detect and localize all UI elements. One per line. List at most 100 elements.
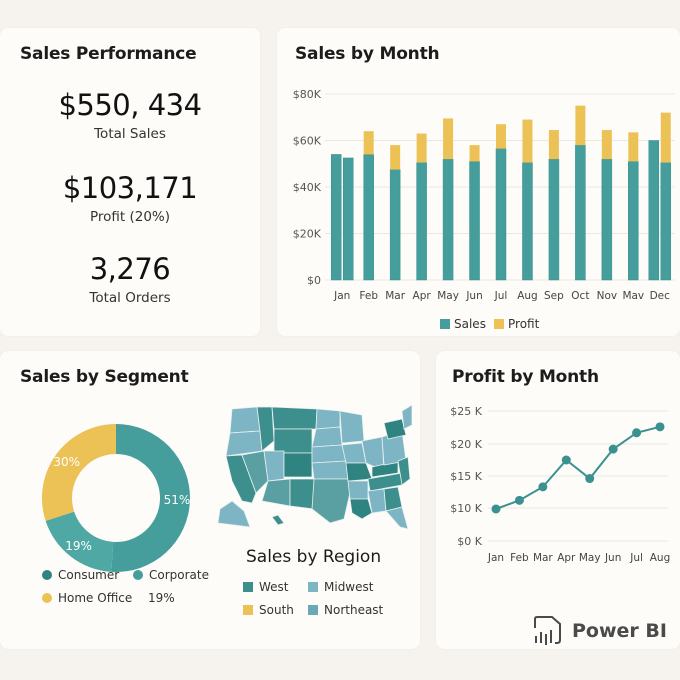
kpi-value: $550, 434	[58, 88, 202, 122]
x-tick-label: Feb	[510, 552, 529, 564]
card-title: Sales by Segment	[20, 367, 189, 387]
kpi-label: Total Orders	[89, 290, 171, 306]
donut-slice-corporate	[45, 511, 114, 572]
legend-label: Midwest	[324, 580, 374, 594]
map-state	[401, 404, 412, 430]
x-tick-label: Jun	[604, 552, 621, 564]
kpi-profit: $103,171 Profit (20%)	[0, 171, 260, 225]
y-tick-label: $20 K	[450, 438, 482, 451]
x-tick-label: Aug	[517, 290, 538, 302]
legend-swatch	[308, 605, 318, 615]
map-state	[397, 456, 411, 486]
bar-profit	[522, 119, 533, 163]
bar-sales	[416, 162, 427, 281]
legend-item-home-office: Home Office	[42, 591, 132, 605]
legend-swatch-sales	[440, 319, 450, 329]
legend-swatch-profit	[494, 319, 504, 329]
region-legend-west: West	[243, 580, 289, 594]
brand-name: Power BI	[572, 620, 667, 642]
x-tick-label: Mar	[385, 290, 405, 302]
bar-sales	[575, 144, 586, 281]
map-state	[311, 444, 347, 464]
bar-profit	[575, 105, 586, 146]
legend-dot	[42, 570, 52, 580]
y-tick-label: $0	[307, 274, 321, 287]
bar-sales	[601, 158, 613, 281]
y-tick-label: $80K	[293, 88, 322, 101]
bar-profit	[548, 130, 559, 160]
legend-label: Northeast	[324, 603, 384, 617]
x-tick-label: Mav	[622, 290, 644, 302]
legend-item-corporate: Corporate	[133, 568, 209, 582]
power-bi-logo-icon	[534, 616, 561, 645]
x-tick-label: Jan	[487, 552, 504, 564]
bar-sales	[660, 162, 672, 281]
kpi-label: Total Sales	[94, 126, 166, 142]
donut-slice-label: 19%	[65, 539, 92, 553]
legend-label: Home Office	[58, 591, 133, 605]
donut-slice-consumer	[111, 424, 191, 572]
line-point	[632, 428, 642, 438]
map-state	[385, 506, 409, 530]
line-point	[655, 422, 665, 432]
map-state	[383, 418, 407, 440]
x-tick-label: Mar	[533, 552, 553, 564]
map-state	[349, 498, 373, 520]
donut-slice-label: 30%	[53, 455, 80, 469]
x-tick-label: Jul	[494, 290, 508, 302]
bar-profit	[660, 112, 671, 163]
map-state	[256, 406, 275, 452]
map-state	[339, 410, 365, 444]
line-point	[585, 474, 595, 484]
legend-extra-value: 19%	[148, 591, 175, 605]
bar-profit	[390, 145, 401, 170]
bar-sales	[389, 169, 401, 281]
bar-sales	[330, 154, 342, 281]
bar-sales	[548, 158, 560, 281]
sales-by-month-chart: $0 $20K $40K $60K $80K Jan Feb Mar Apr May Jun Jul…	[293, 88, 675, 331]
donut-slice-label: 51%	[164, 493, 191, 507]
map-state	[341, 442, 367, 464]
line-point	[514, 495, 524, 505]
bar-profit	[363, 131, 374, 155]
bar-profit	[443, 118, 454, 160]
x-tick-label: May	[579, 552, 601, 564]
map-state	[311, 478, 351, 524]
y-tick-label: $25 K	[450, 405, 482, 418]
legend-swatch	[308, 582, 318, 592]
line-point	[491, 504, 501, 514]
map-state	[311, 460, 349, 480]
segment-donut-chart: 51% 19% 30%	[41, 424, 191, 572]
card-title: Profit by Month	[452, 367, 599, 387]
map-state	[311, 426, 343, 448]
legend-swatch	[243, 605, 253, 615]
line-point	[561, 455, 571, 465]
legend-label-profit: Profit	[508, 317, 540, 331]
bar-sales	[522, 162, 533, 281]
legend-label: South	[259, 603, 294, 617]
x-tick-label: Feb	[359, 290, 378, 302]
y-tick-label: $15 K	[450, 470, 482, 483]
map-state-hawaii	[271, 514, 285, 526]
legend-label: West	[259, 580, 289, 594]
line-point	[538, 482, 548, 492]
kpi-label: Profit (20%)	[89, 209, 171, 225]
x-tick-label: Apr	[413, 290, 432, 302]
y-tick-label: $60K	[293, 135, 322, 148]
map-state-alaska	[217, 500, 251, 528]
x-tick-label: Jan	[333, 290, 350, 302]
legend-label: Consumer	[58, 568, 120, 582]
legend-dot	[133, 570, 143, 580]
bar-sales	[628, 161, 639, 281]
x-tick-label: Nov	[597, 290, 618, 302]
bar-profit	[496, 124, 506, 149]
bar-sales	[342, 157, 354, 281]
map-state	[345, 462, 373, 482]
bar-profit	[628, 132, 639, 162]
bar-sales	[648, 140, 660, 281]
x-tick-label: Apr	[557, 552, 576, 564]
legend-label-sales: Sales	[454, 317, 486, 331]
donut-slice-home-office	[41, 424, 116, 521]
sales-by-segment-card: Sales by Segment 51% 19% 30% Consumer Corp…	[0, 351, 420, 649]
legend-dot	[42, 593, 52, 603]
